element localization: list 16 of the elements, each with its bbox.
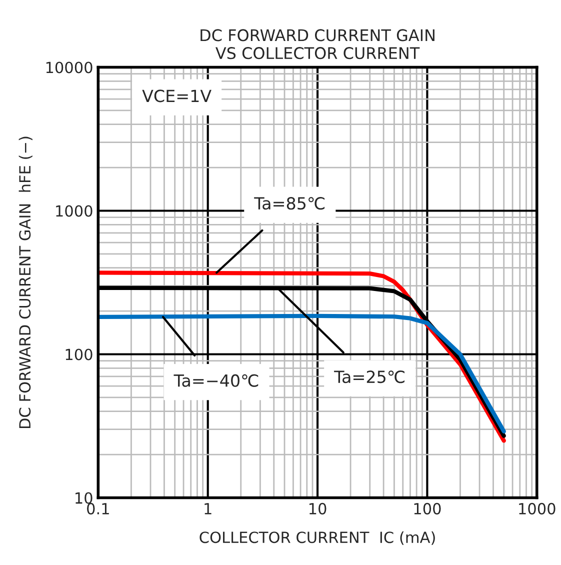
y-tick-label: 10000 (46, 62, 92, 74)
y-axis-title: DC FORWARD CURRENT GAIN hFE (−) (18, 136, 32, 428)
annotation: VCE=1V (142, 90, 212, 102)
annotation: Ta=85℃ (254, 197, 325, 210)
x-tick-label: 100 (414, 502, 441, 514)
y-tick-label: 100 (66, 348, 92, 360)
annotation: Ta=25℃ (334, 370, 404, 384)
x-tick-label: 10 (309, 502, 326, 514)
x-tick-label: 1 (204, 503, 212, 514)
y-tick-label: 10 (76, 492, 92, 504)
annotation: Ta=−40℃ (174, 374, 258, 387)
chart-title: DC FORWARD CURRENT GAIN VS COLLECTOR CURRENT (200, 29, 434, 60)
x-tick-label: 0.1 (87, 502, 109, 514)
y-tick-label: 1000 (56, 205, 92, 217)
x-axis-title: COLLECTOR CURRENT IC (mA) (200, 531, 435, 545)
x-tick-label: 1000 (519, 502, 556, 514)
